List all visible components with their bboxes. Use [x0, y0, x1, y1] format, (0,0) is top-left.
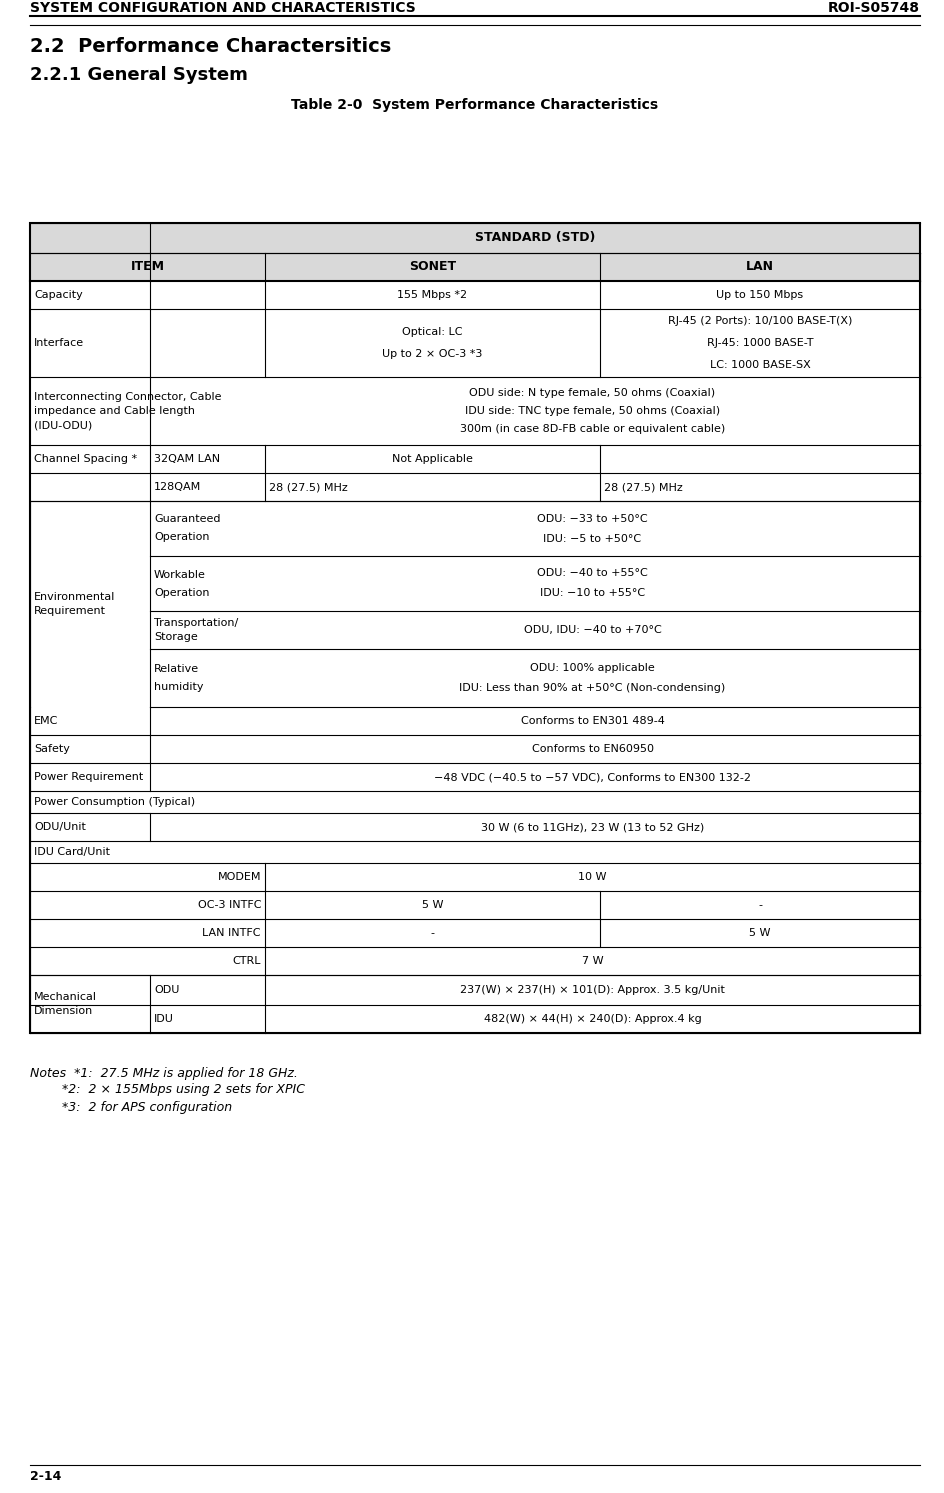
Text: LAN INTFC: LAN INTFC	[203, 929, 261, 938]
Text: Environmental: Environmental	[34, 593, 115, 602]
Text: EMC: EMC	[34, 717, 59, 726]
Text: 32QAM LAN: 32QAM LAN	[154, 454, 220, 464]
Text: Workable: Workable	[154, 569, 206, 579]
Text: Operation: Operation	[154, 533, 210, 542]
Text: 482(W) × 44(H) × 240(D): Approx.4 kg: 482(W) × 44(H) × 240(D): Approx.4 kg	[483, 1014, 701, 1024]
Text: Operation: Operation	[154, 588, 210, 597]
Bar	[600, 252, 920, 281]
Text: 5 W: 5 W	[750, 929, 770, 938]
Text: ODU: ODU	[154, 985, 179, 994]
Bar	[265, 252, 600, 281]
Text: Up to 2 × OC-3 *3: Up to 2 × OC-3 *3	[382, 349, 482, 358]
Text: 300m (in case 8D-FB cable or equivalent cable): 300m (in case 8D-FB cable or equivalent …	[460, 424, 725, 434]
Text: 155 Mbps *2: 155 Mbps *2	[397, 290, 467, 300]
Text: 28 (27.5) MHz: 28 (27.5) MHz	[604, 482, 683, 493]
Text: SYSTEM CONFIGURATION AND CHARACTERISTICS: SYSTEM CONFIGURATION AND CHARACTERISTICS	[30, 1, 415, 15]
Text: STANDARD (STD): STANDARD (STD)	[475, 231, 595, 245]
Bar	[30, 502, 150, 708]
Text: ROI-S05748: ROI-S05748	[828, 1, 920, 15]
Text: OC-3 INTFC: OC-3 INTFC	[197, 900, 261, 911]
Text: -: -	[430, 929, 434, 938]
Text: Optical: LC: Optical: LC	[402, 327, 463, 337]
Text: IDU: IDU	[154, 1014, 174, 1024]
Text: Safety: Safety	[34, 744, 70, 754]
Text: Up to 150 Mbps: Up to 150 Mbps	[716, 290, 803, 300]
Text: Guaranteed: Guaranteed	[154, 515, 221, 524]
Text: 2-14: 2-14	[30, 1471, 61, 1484]
Text: IDU side: TNC type female, 50 ohms (Coaxial): IDU side: TNC type female, 50 ohms (Coax…	[465, 406, 720, 417]
Bar	[30, 222, 920, 252]
Text: Interface: Interface	[34, 337, 84, 348]
Text: *2:  2 × 155Mbps using 2 sets for XPIC: *2: 2 × 155Mbps using 2 sets for XPIC	[30, 1084, 305, 1096]
Text: Capacity: Capacity	[34, 290, 83, 300]
Text: IDU Card/Unit: IDU Card/Unit	[34, 847, 110, 857]
Text: ODU: 100% applicable: ODU: 100% applicable	[531, 663, 655, 673]
Text: 28 (27.5) MHz: 28 (27.5) MHz	[269, 482, 347, 493]
Text: impedance and Cable length: impedance and Cable length	[34, 406, 195, 417]
Text: 128QAM: 128QAM	[154, 482, 201, 493]
Text: Storage: Storage	[154, 632, 197, 642]
Text: Transportation/: Transportation/	[154, 618, 238, 629]
Text: 2.2  Performance Charactersitics: 2.2 Performance Charactersitics	[30, 36, 391, 55]
Text: Not Applicable: Not Applicable	[392, 454, 473, 464]
Text: Requirement: Requirement	[34, 606, 106, 617]
Text: Interconnecting Connector, Cable: Interconnecting Connector, Cable	[34, 393, 222, 402]
Text: IDU: Less than 90% at +50°C (Non-condensing): IDU: Less than 90% at +50°C (Non-condens…	[460, 682, 726, 693]
Text: *3:  2 for APS configuration: *3: 2 for APS configuration	[30, 1100, 232, 1114]
Text: Mechanical: Mechanical	[34, 991, 97, 1002]
Text: LAN: LAN	[746, 260, 774, 273]
Bar	[30, 252, 265, 281]
Text: CTRL: CTRL	[232, 956, 261, 966]
Text: Notes  *1:  27.5 MHz is applied for 18 GHz.: Notes *1: 27.5 MHz is applied for 18 GHz…	[30, 1066, 298, 1079]
Text: Conforms to EN60950: Conforms to EN60950	[531, 744, 653, 754]
Bar	[30, 222, 920, 1033]
Text: MODEM: MODEM	[217, 872, 261, 882]
Text: ITEM: ITEM	[130, 260, 164, 273]
Text: (IDU-ODU): (IDU-ODU)	[34, 420, 93, 430]
Text: -: -	[758, 900, 762, 911]
Text: 10 W: 10 W	[579, 872, 607, 882]
Text: ODU: −40 to +55°C: ODU: −40 to +55°C	[537, 569, 648, 578]
Text: IDU: −5 to +50°C: IDU: −5 to +50°C	[544, 533, 642, 543]
Text: Dimension: Dimension	[34, 1006, 93, 1017]
Text: humidity: humidity	[154, 682, 204, 691]
Text: 237(W) × 237(H) × 101(D): Approx. 3.5 kg/Unit: 237(W) × 237(H) × 101(D): Approx. 3.5 kg…	[460, 985, 725, 994]
Text: Table 2-0  System Performance Characteristics: Table 2-0 System Performance Characteris…	[292, 99, 659, 112]
Text: IDU: −10 to +55°C: IDU: −10 to +55°C	[540, 588, 645, 599]
Text: Power Requirement: Power Requirement	[34, 772, 143, 782]
Text: SONET: SONET	[409, 260, 456, 273]
Text: ODU, IDU: −40 to +70°C: ODU, IDU: −40 to +70°C	[524, 626, 662, 635]
Text: 5 W: 5 W	[422, 900, 444, 911]
Text: LC: 1000 BASE-SX: LC: 1000 BASE-SX	[710, 360, 810, 370]
Text: Relative: Relative	[154, 664, 199, 673]
Text: ODU/Unit: ODU/Unit	[34, 823, 86, 832]
Text: −48 VDC (−40.5 to −57 VDC), Conforms to EN300 132-2: −48 VDC (−40.5 to −57 VDC), Conforms to …	[434, 772, 751, 782]
Text: ODU: −33 to +50°C: ODU: −33 to +50°C	[537, 514, 648, 524]
Text: Power Consumption (Typical): Power Consumption (Typical)	[34, 797, 195, 808]
Text: Conforms to EN301 489-4: Conforms to EN301 489-4	[520, 717, 665, 726]
Text: 2.2.1 General System: 2.2.1 General System	[30, 66, 248, 84]
Text: 30 W (6 to 11GHz), 23 W (13 to 52 GHz): 30 W (6 to 11GHz), 23 W (13 to 52 GHz)	[480, 823, 704, 832]
Text: 7 W: 7 W	[582, 956, 603, 966]
Text: Channel Spacing *: Channel Spacing *	[34, 454, 137, 464]
Text: RJ-45 (2 Ports): 10/100 BASE-T(X): RJ-45 (2 Ports): 10/100 BASE-T(X)	[667, 317, 852, 325]
Text: RJ-45: 1000 BASE-T: RJ-45: 1000 BASE-T	[707, 337, 813, 348]
Text: ODU side: N type female, 50 ohms (Coaxial): ODU side: N type female, 50 ohms (Coaxia…	[469, 388, 716, 399]
